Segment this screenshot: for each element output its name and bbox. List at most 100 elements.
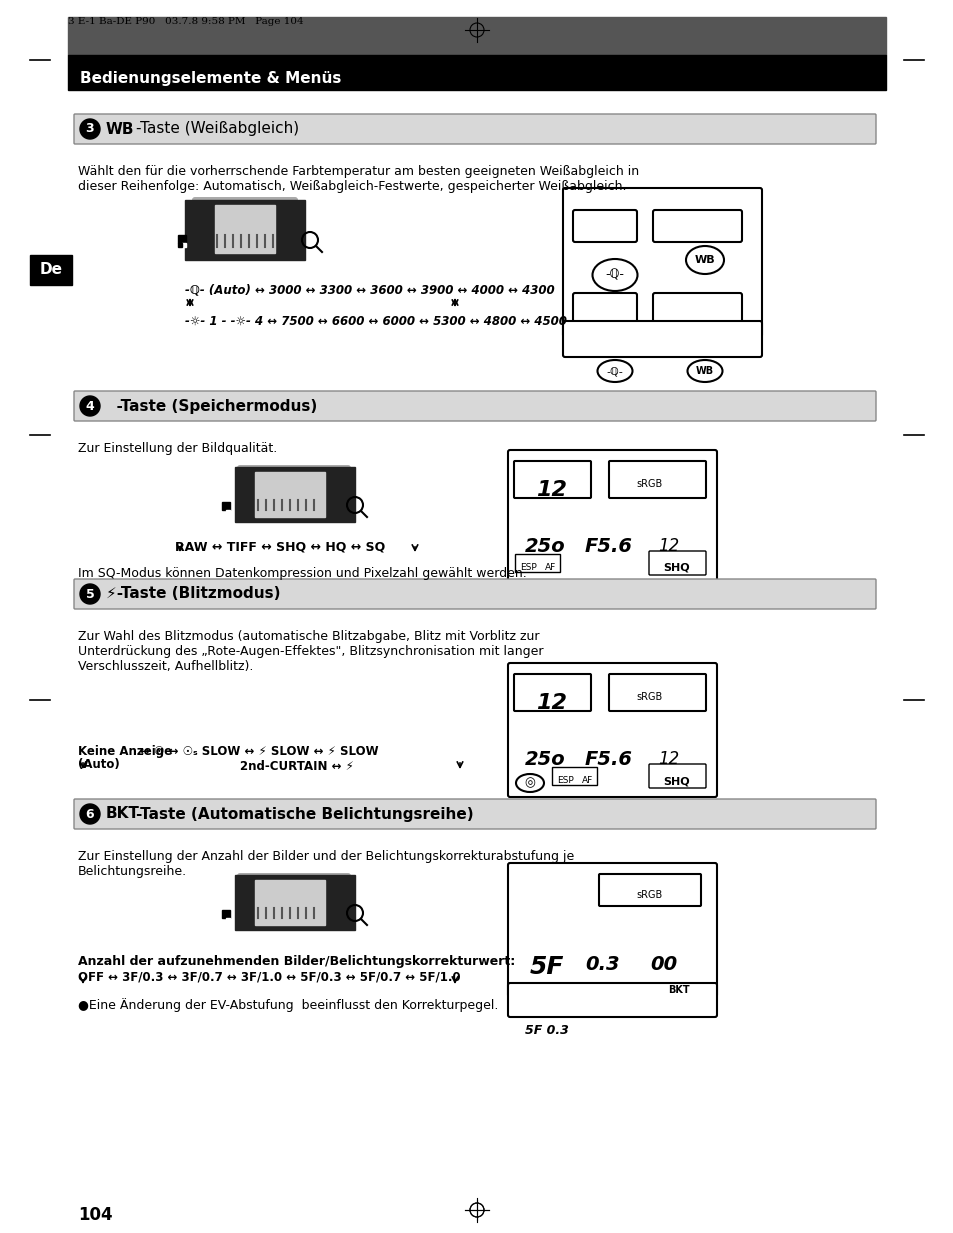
Text: -ℚ-: -ℚ- bbox=[606, 366, 622, 376]
Ellipse shape bbox=[687, 360, 721, 382]
FancyBboxPatch shape bbox=[507, 450, 717, 584]
Text: 3 E-1 Ba-DE P90   03.7.8 9:58 PM   Page 104: 3 E-1 Ba-DE P90 03.7.8 9:58 PM Page 104 bbox=[68, 17, 303, 26]
Text: De: De bbox=[39, 263, 63, 277]
Text: AF: AF bbox=[544, 563, 556, 572]
Text: ESP: ESP bbox=[519, 563, 537, 572]
Text: 2nd-CURTAIN ↔ ⚡: 2nd-CURTAIN ↔ ⚡ bbox=[240, 760, 354, 773]
Text: 12: 12 bbox=[658, 538, 679, 555]
Bar bbox=[254, 472, 325, 517]
Ellipse shape bbox=[592, 259, 637, 291]
FancyBboxPatch shape bbox=[236, 465, 351, 523]
Text: Zur Einstellung der Bildqualität.: Zur Einstellung der Bildqualität. bbox=[78, 441, 277, 455]
Bar bbox=[68, 17, 885, 55]
Text: 3: 3 bbox=[86, 122, 94, 136]
Text: -ℚ-: -ℚ- bbox=[605, 269, 624, 281]
Text: 12: 12 bbox=[536, 693, 567, 713]
Text: F5.6: F5.6 bbox=[584, 538, 633, 556]
Text: ↔ ☉ ↔ ☉ₛ SLOW ↔ ⚡ SLOW ↔ ⚡ SLOW: ↔ ☉ ↔ ☉ₛ SLOW ↔ ⚡ SLOW ↔ ⚡ SLOW bbox=[140, 745, 378, 758]
FancyBboxPatch shape bbox=[74, 799, 875, 829]
FancyBboxPatch shape bbox=[562, 187, 761, 337]
FancyBboxPatch shape bbox=[573, 210, 637, 242]
Text: 104: 104 bbox=[78, 1206, 112, 1224]
Bar bbox=[222, 502, 230, 510]
Text: 00: 00 bbox=[649, 956, 677, 974]
Bar bbox=[30, 255, 71, 285]
Text: 4: 4 bbox=[86, 399, 94, 413]
Text: -ℚ- (Auto) ↔ 3000 ↔ 3300 ↔ 3600 ↔ 3900 ↔ 4000 ↔ 4300: -ℚ- (Auto) ↔ 3000 ↔ 3300 ↔ 3600 ↔ 3900 ↔… bbox=[185, 284, 554, 296]
FancyBboxPatch shape bbox=[514, 674, 590, 711]
Text: Anzahl der aufzunehmenden Bilder/Belichtungskorrekturwert:: Anzahl der aufzunehmenden Bilder/Belicht… bbox=[78, 956, 515, 968]
Bar bbox=[226, 919, 230, 922]
Text: Keine Anzeige: Keine Anzeige bbox=[78, 745, 172, 758]
FancyBboxPatch shape bbox=[573, 293, 637, 322]
FancyBboxPatch shape bbox=[648, 551, 705, 575]
Text: ⚡-Taste (Blitzmodus): ⚡-Taste (Blitzmodus) bbox=[106, 587, 280, 602]
Text: Im SQ-Modus können Datenkompression und Pixelzahl gewählt werden.: Im SQ-Modus können Datenkompression und … bbox=[78, 567, 526, 580]
Bar bbox=[254, 880, 325, 925]
Circle shape bbox=[80, 804, 100, 824]
Text: sRGB: sRGB bbox=[637, 478, 662, 490]
Text: ESP: ESP bbox=[557, 776, 573, 785]
Text: WB: WB bbox=[695, 366, 713, 376]
Bar bbox=[214, 205, 274, 253]
Bar bbox=[226, 510, 230, 514]
Bar bbox=[552, 767, 597, 785]
Text: Belichtungsreihe.: Belichtungsreihe. bbox=[78, 866, 187, 878]
FancyBboxPatch shape bbox=[507, 863, 717, 997]
Text: SHQ: SHQ bbox=[663, 563, 690, 573]
Text: Unterdrückung des „Rote-Augen-Effektes", Blitzsynchronisation mit langer: Unterdrückung des „Rote-Augen-Effektes",… bbox=[78, 645, 543, 658]
Bar bbox=[234, 467, 355, 522]
FancyBboxPatch shape bbox=[74, 391, 875, 420]
Bar bbox=[182, 243, 186, 247]
Text: -Taste (Automatische Belichtungsreihe): -Taste (Automatische Belichtungsreihe) bbox=[136, 806, 473, 821]
Text: -Taste (Speichermodus): -Taste (Speichermodus) bbox=[106, 398, 317, 413]
Circle shape bbox=[80, 584, 100, 604]
Text: -Taste (Weißabgleich): -Taste (Weißabgleich) bbox=[136, 122, 299, 137]
Text: 5: 5 bbox=[86, 587, 94, 600]
Text: 6: 6 bbox=[86, 808, 94, 820]
Bar bbox=[222, 910, 230, 919]
Text: 12: 12 bbox=[536, 480, 567, 501]
Text: 5F: 5F bbox=[530, 956, 564, 979]
Bar bbox=[68, 55, 885, 90]
Text: SHQ: SHQ bbox=[663, 776, 690, 785]
FancyBboxPatch shape bbox=[598, 874, 700, 906]
FancyBboxPatch shape bbox=[192, 197, 297, 258]
FancyBboxPatch shape bbox=[507, 983, 717, 1017]
Text: -☼- 1 - -☼- 4 ↔ 7500 ↔ 6600 ↔ 6000 ↔ 5300 ↔ 4800 ↔ 4500: -☼- 1 - -☼- 4 ↔ 7500 ↔ 6600 ↔ 6000 ↔ 530… bbox=[185, 314, 566, 328]
FancyBboxPatch shape bbox=[608, 674, 705, 711]
Text: BKT: BKT bbox=[668, 985, 689, 995]
Ellipse shape bbox=[516, 774, 543, 792]
Text: 0.3: 0.3 bbox=[584, 956, 619, 974]
FancyBboxPatch shape bbox=[652, 210, 741, 242]
Ellipse shape bbox=[597, 360, 632, 382]
Circle shape bbox=[80, 120, 100, 139]
Text: F5.6: F5.6 bbox=[584, 750, 633, 769]
Text: ●Eine Änderung der EV-Abstufung  beeinflusst den Korrekturpegel.: ●Eine Änderung der EV-Abstufung beeinflu… bbox=[78, 997, 497, 1012]
FancyBboxPatch shape bbox=[74, 113, 875, 144]
Text: Zur Wahl des Blitzmodus (automatische Blitzabgabe, Blitz mit Vorblitz zur: Zur Wahl des Blitzmodus (automatische Bl… bbox=[78, 630, 539, 642]
FancyBboxPatch shape bbox=[514, 461, 590, 498]
Text: 25o: 25o bbox=[524, 538, 565, 556]
Bar bbox=[515, 554, 559, 572]
Text: 5F 0.3: 5F 0.3 bbox=[524, 1023, 568, 1037]
FancyBboxPatch shape bbox=[608, 461, 705, 498]
FancyBboxPatch shape bbox=[507, 663, 717, 797]
FancyBboxPatch shape bbox=[236, 873, 351, 931]
Bar bbox=[178, 243, 182, 247]
Text: Wählt den für die vorherrschende Farbtemperatur am besten geeigneten Weißabgleic: Wählt den für die vorherrschende Farbtem… bbox=[78, 165, 639, 178]
FancyBboxPatch shape bbox=[648, 764, 705, 788]
Circle shape bbox=[80, 396, 100, 416]
Text: WB: WB bbox=[694, 255, 715, 265]
FancyBboxPatch shape bbox=[562, 321, 761, 358]
Bar bbox=[234, 875, 355, 930]
Text: BKT: BKT bbox=[106, 806, 140, 821]
Bar bbox=[185, 200, 305, 260]
Text: OFF ↔ 3F/0.3 ↔ 3F/0.7 ↔ 3F/1.0 ↔ 5F/0.3 ↔ 5F/0.7 ↔ 5F/1.0: OFF ↔ 3F/0.3 ↔ 3F/0.7 ↔ 3F/1.0 ↔ 5F/0.3 … bbox=[78, 970, 460, 983]
Text: Bedienungselemente & Menüs: Bedienungselemente & Menüs bbox=[80, 70, 341, 85]
FancyBboxPatch shape bbox=[652, 293, 741, 322]
Text: ◎: ◎ bbox=[524, 777, 535, 789]
Text: RAW ↔ TIFF ↔ SHQ ↔ HQ ↔ SQ: RAW ↔ TIFF ↔ SHQ ↔ HQ ↔ SQ bbox=[174, 540, 385, 552]
Text: sRGB: sRGB bbox=[637, 692, 662, 702]
Text: (Auto): (Auto) bbox=[78, 758, 120, 771]
